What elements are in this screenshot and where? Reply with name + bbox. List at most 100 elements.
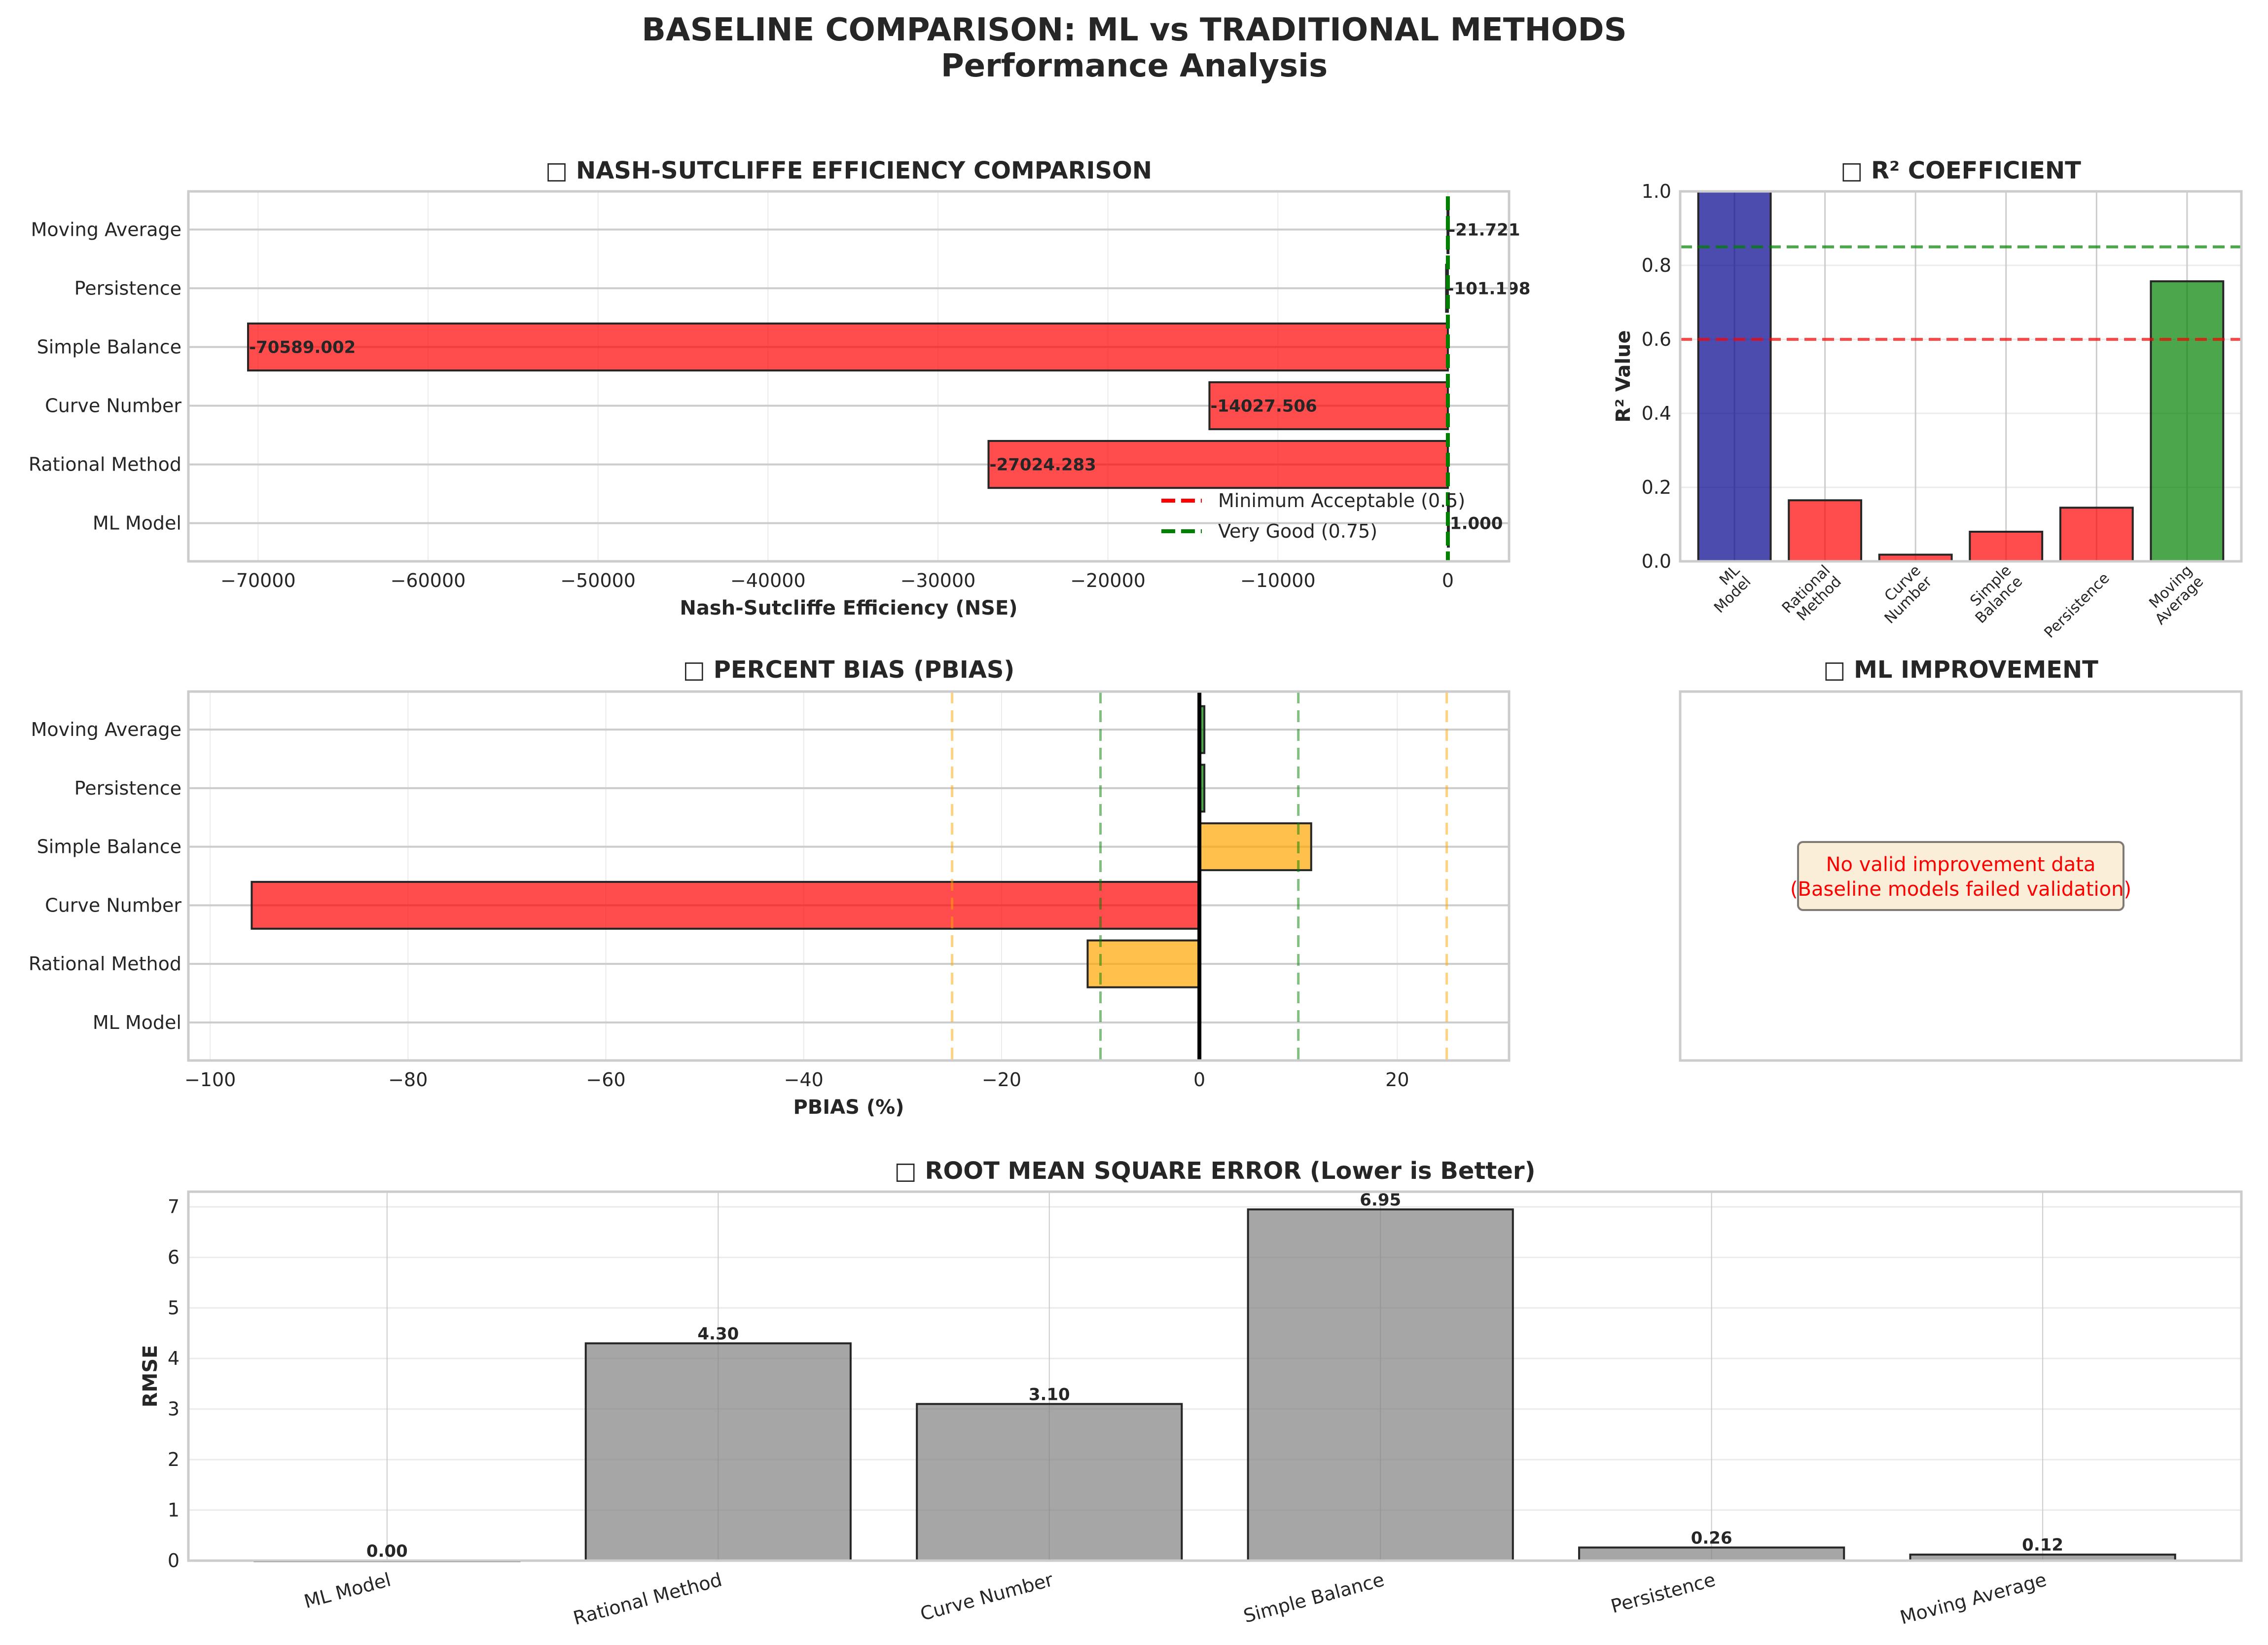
y-tick-label: ML Model: [93, 1012, 181, 1033]
nse-value-label: -27024.283: [990, 455, 1096, 475]
rmse-value-label: 0.12: [2022, 1535, 2063, 1555]
nse-value-label: -70589.002: [249, 337, 356, 357]
pbias-bar: [1198, 822, 1312, 872]
improvement-axes-frame: [1679, 690, 2243, 1062]
r2-y-axis-label: R² Value: [1612, 330, 1635, 422]
rmse-axes-frame: [187, 1190, 2243, 1562]
legend-label: Minimum Acceptable (0.5): [1218, 490, 1465, 512]
pbias-bar: [251, 880, 1201, 930]
r2-bar: [2150, 280, 2225, 562]
nse-title: □ NASH-SUTCLIFFE EFFICIENCY COMPARISON: [545, 157, 1152, 184]
pbias-axes-frame: [187, 690, 1511, 1062]
message-line-2: (Baseline models failed validation): [1790, 878, 2131, 901]
y-tick-label: 2: [168, 1449, 180, 1470]
x-tick-label: MLModel: [1699, 562, 1754, 617]
figure-subtitle: Performance Analysis: [941, 48, 1328, 84]
x-tick-label: −30000: [900, 570, 976, 591]
y-tick-label: 7: [168, 1196, 180, 1218]
figure-title: BASELINE COMPARISON: ML vs TRADITIONAL M…: [642, 12, 1626, 48]
nse-axes-frame: [187, 190, 1511, 563]
r2-bar: [1969, 531, 2044, 562]
r2-bar: [1788, 499, 1863, 562]
improvement-title: □ ML IMPROVEMENT: [1823, 656, 2098, 684]
x-tick-label: MovingAverage: [2141, 562, 2207, 628]
x-tick-label: 0: [1442, 570, 1454, 591]
improvement-panel: □ ML IMPROVEMENT No valid improvement dat…: [1679, 656, 2243, 1062]
rmse-title: □ ROOT MEAN SQUARE ERROR (Lower is Bette…: [894, 1157, 1535, 1185]
nse-value-label: -101.198: [1447, 279, 1530, 298]
y-tick-label: 0.8: [1642, 255, 1671, 276]
x-tick-label: −70000: [220, 570, 296, 591]
y-tick-label: 0.0: [1642, 550, 1671, 572]
rmse-bar: [584, 1342, 852, 1562]
y-tick-label: Curve Number: [45, 395, 181, 417]
y-tick-label: 0: [168, 1550, 180, 1572]
x-tick-label: Moving Average: [1898, 1569, 2049, 1629]
rmse-value-label: 0.26: [1691, 1528, 1732, 1548]
y-tick-label: 0.4: [1642, 402, 1671, 424]
x-tick-label: Persistence: [2041, 570, 2113, 642]
nse-bar: [1208, 381, 1449, 431]
y-tick-label: ML Model: [93, 512, 181, 534]
y-tick-label: Persistence: [74, 277, 181, 299]
y-tick-label: Moving Average: [31, 219, 181, 240]
rmse-y-axis-label: RMSE: [139, 1345, 162, 1408]
pbias-bar: [1086, 939, 1201, 988]
x-tick-label: −50000: [560, 570, 636, 591]
x-tick-label: −10000: [1240, 570, 1316, 591]
r2-bar: [1697, 190, 1772, 562]
x-tick-label: 0: [1193, 1069, 1205, 1091]
y-tick-label: 3: [168, 1398, 180, 1420]
rmse-value-label: 4.30: [697, 1324, 739, 1344]
nse-value-label: 1.000: [1450, 514, 1503, 534]
y-tick-label: Simple Balance: [37, 836, 181, 858]
nse-panel: □ NASH-SUTCLIFFE EFFICIENCY COMPARISON −7…: [29, 157, 1531, 620]
x-tick-label: Simple Balance: [1241, 1569, 1387, 1627]
nse-x-axis-label: Nash-Sutcliffe Efficiency (NSE): [680, 597, 1017, 620]
y-tick-label: 6: [168, 1246, 180, 1268]
y-tick-label: 0.6: [1642, 329, 1671, 350]
x-tick-label: −60: [586, 1069, 625, 1091]
rmse-bar: [1247, 1208, 1514, 1562]
nse-bar: [247, 322, 1449, 372]
legend-label: Very Good (0.75): [1218, 520, 1377, 542]
x-tick-label: RationalMethod: [1779, 562, 1845, 628]
r2-title: □ R² COEFFICIENT: [1840, 157, 2081, 184]
x-tick-label: −20000: [1070, 570, 1146, 591]
y-tick-label: 5: [168, 1297, 180, 1319]
x-tick-label: −60000: [391, 570, 466, 591]
x-tick-label: Persistence: [1609, 1569, 1718, 1617]
rmse-panel: □ ROOT MEAN SQUARE ERROR (Lower is Bette…: [139, 1157, 2243, 1629]
r2-axes-frame: [1679, 190, 2243, 563]
x-tick-label: −40: [784, 1069, 824, 1091]
y-tick-label: Simple Balance: [37, 336, 181, 358]
r2-bar: [2059, 507, 2134, 562]
pbias-panel: □ PERCENT BIAS (PBIAS) −100 −80 −60 −40 −20 0 2…: [29, 656, 1511, 1119]
rmse-bar: [1578, 1546, 1845, 1562]
x-tick-label: 20: [1385, 1069, 1409, 1091]
rmse-value-label: 0.00: [366, 1541, 408, 1561]
message-box: [1797, 841, 2124, 911]
x-tick-label: −80: [388, 1069, 428, 1091]
x-tick-label: Curve Number: [918, 1569, 1055, 1625]
x-tick-label: −40000: [730, 570, 806, 591]
y-tick-label: 1: [168, 1499, 180, 1521]
y-tick-label: Rational Method: [29, 454, 181, 475]
x-tick-label: −100: [184, 1069, 236, 1091]
x-tick-label: ML Model: [302, 1569, 393, 1612]
nse-value-label: -14027.506: [1210, 397, 1317, 416]
y-tick-label: 4: [168, 1348, 180, 1369]
rmse-bar: [916, 1403, 1183, 1562]
rmse-value-label: 3.10: [1029, 1385, 1070, 1404]
y-tick-label: 1.0: [1642, 181, 1671, 202]
y-tick-label: Persistence: [74, 777, 181, 799]
x-tick-label: Rational Method: [571, 1569, 724, 1629]
r2-panel: □ R² COEFFICIENT 0.0 0.2 0.4 0.6 0.8 1.0 MLMode…: [1612, 157, 2243, 642]
nse-bar: [987, 439, 1449, 489]
rmse-value-label: 6.95: [1360, 1190, 1401, 1210]
y-tick-label: Curve Number: [45, 894, 181, 916]
x-tick-label: SimpleBalance: [1961, 562, 2026, 627]
pbias-x-axis-label: PBIAS (%): [793, 1096, 904, 1119]
x-tick-label: −20: [982, 1069, 1021, 1091]
